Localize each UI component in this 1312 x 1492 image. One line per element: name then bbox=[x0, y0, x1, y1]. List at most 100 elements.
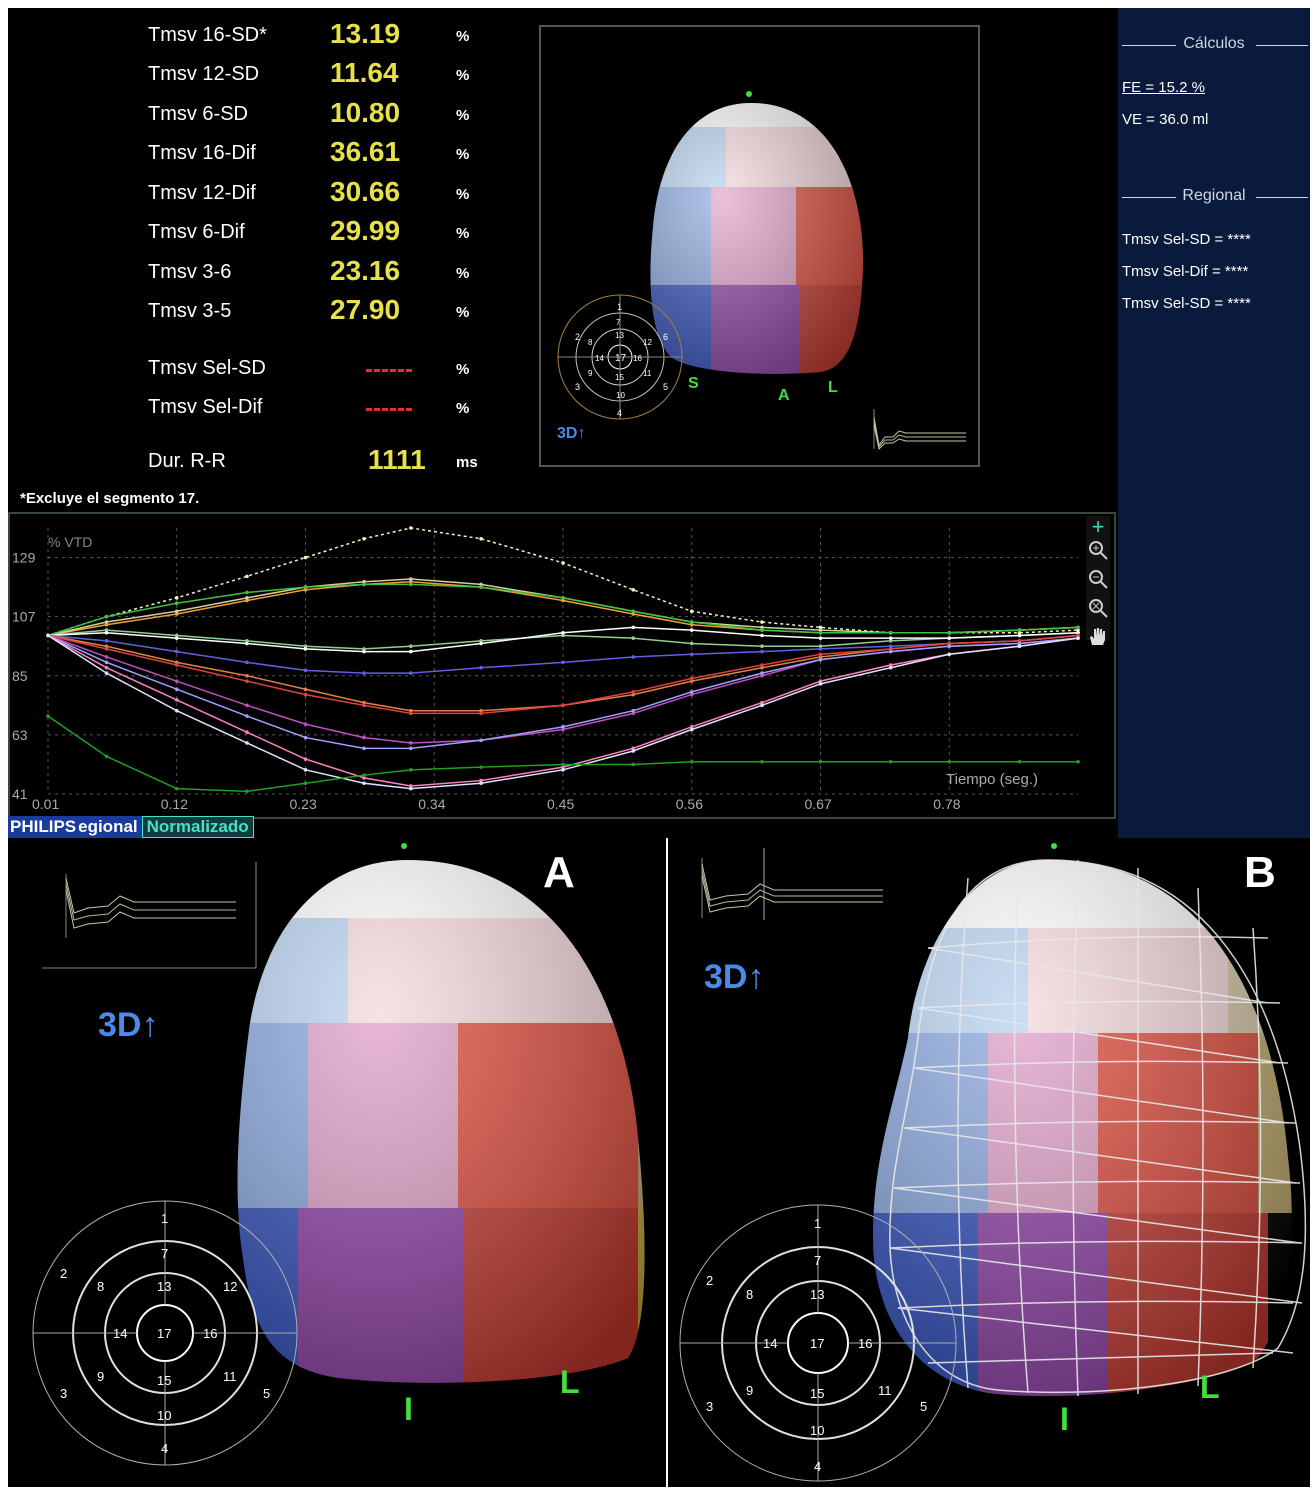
series-point bbox=[362, 647, 366, 651]
tab-regional[interactable]: egional bbox=[78, 816, 142, 838]
mode-label-3d-b: 3D↑ bbox=[704, 958, 764, 996]
bullseye-mini-seg-3: 3 bbox=[575, 382, 580, 392]
measurement-value: 29.99 bbox=[330, 215, 401, 246]
series-point bbox=[561, 598, 565, 603]
series-point bbox=[104, 665, 109, 670]
wireframe-mesh bbox=[889, 859, 1307, 1397]
measurement-unit: % bbox=[456, 304, 470, 321]
bullseye-b-seg-1: 1 bbox=[814, 1216, 821, 1231]
panel-b[interactable]: 3D↑ 1 2 3 4 5 7 8 9 10 11 13 14 15 16 17 bbox=[668, 838, 1310, 1487]
series-point bbox=[689, 679, 694, 683]
series-point bbox=[818, 636, 823, 640]
selected-label: Tmsv Sel-SD bbox=[148, 357, 266, 379]
zoom-out-icon[interactable] bbox=[1086, 567, 1110, 591]
sidebar: Cálculos FE = 15.2 % VE = 36.0 ml Region… bbox=[1118, 8, 1310, 838]
panel-a[interactable]: 3D↑ 1 2 3 4 5 7 8 9 10 11 12 13 14 15 16 bbox=[8, 838, 666, 1487]
series-point bbox=[888, 644, 893, 649]
series-point bbox=[1076, 636, 1080, 640]
series-point bbox=[561, 768, 565, 772]
bullseye-mini: 1 2 3 4 17 14 16 13 15 7 10 8 9 11 12 5 … bbox=[557, 294, 683, 420]
bullseye-mini-seg-1: 1 bbox=[617, 302, 622, 312]
series-point bbox=[174, 596, 179, 600]
fe-value[interactable]: FE = 15.2 % bbox=[1122, 79, 1205, 96]
x-tick-label: 0.78 bbox=[933, 796, 960, 812]
series-point bbox=[760, 759, 764, 764]
bullseye-a-seg-12: 12 bbox=[223, 1279, 237, 1294]
measurement-label: Tmsv 6-Dif bbox=[148, 221, 245, 243]
bullseye-a: 1 2 3 4 5 7 8 9 10 11 12 13 14 15 16 17 bbox=[32, 1200, 298, 1466]
series-point bbox=[174, 612, 179, 616]
series-point bbox=[104, 622, 109, 627]
viewer-3d[interactable]: 1 2 3 4 17 14 16 13 15 7 10 8 9 11 12 5 … bbox=[539, 25, 980, 467]
series-point bbox=[947, 636, 952, 640]
bullseye-a-seg-3: 3 bbox=[60, 1386, 67, 1401]
series-point bbox=[561, 703, 565, 708]
series-point bbox=[760, 649, 764, 654]
series-point bbox=[888, 649, 893, 654]
series-point bbox=[362, 536, 366, 541]
top-panel bbox=[8, 8, 1310, 838]
series-point bbox=[760, 703, 764, 708]
series-point bbox=[362, 746, 366, 751]
series-point bbox=[245, 641, 249, 646]
series-point bbox=[409, 582, 413, 587]
series-point bbox=[409, 784, 413, 788]
series-point bbox=[245, 679, 249, 683]
orient-label-l-a: L bbox=[560, 1364, 580, 1400]
orient-label-i-b: I bbox=[1060, 1401, 1069, 1437]
bullseye-b-seg-13: 13 bbox=[810, 1287, 824, 1302]
bullseye-b-seg-3: 3 bbox=[706, 1399, 713, 1414]
tab-normalized[interactable]: Normalizado bbox=[141, 816, 254, 838]
regional-section-header: Regional bbox=[1118, 187, 1310, 207]
series-point bbox=[409, 671, 413, 675]
x-tick-label: 0.01 bbox=[32, 796, 59, 812]
series-point bbox=[561, 727, 565, 732]
bullseye-mini-seg-6: 6 bbox=[663, 332, 668, 342]
series-point bbox=[362, 579, 366, 584]
zoom-reset-icon[interactable] bbox=[1086, 596, 1110, 620]
measurement-unit: % bbox=[456, 225, 470, 242]
series-point bbox=[174, 663, 179, 667]
x-tick-label: 0.34 bbox=[418, 796, 445, 812]
series-point bbox=[631, 711, 636, 716]
series-point bbox=[362, 700, 366, 705]
series-point bbox=[631, 609, 636, 614]
series-point bbox=[947, 759, 952, 764]
series-point bbox=[174, 660, 179, 665]
pan-hand-icon[interactable] bbox=[1086, 625, 1110, 649]
selected-label: Tmsv Sel-Dif bbox=[148, 396, 263, 418]
mode-label-3d-a: 3D↑ bbox=[98, 1006, 158, 1044]
series-point bbox=[174, 633, 179, 638]
measurement-value: 36.61 bbox=[330, 136, 401, 167]
series-point bbox=[818, 682, 823, 686]
series-point bbox=[561, 762, 565, 767]
series-point bbox=[104, 620, 109, 624]
measurement-unit: % bbox=[456, 67, 470, 84]
series-point bbox=[479, 582, 483, 587]
measurement-unit: % bbox=[456, 146, 470, 163]
zoom-in-icon[interactable] bbox=[1086, 538, 1110, 562]
series-point bbox=[561, 630, 565, 635]
series-point bbox=[760, 671, 764, 675]
series-point bbox=[689, 727, 694, 732]
series-point bbox=[888, 647, 893, 651]
series-point bbox=[1076, 625, 1080, 630]
series-point bbox=[303, 757, 308, 761]
series-point bbox=[561, 725, 565, 729]
measurement-value: 23.16 bbox=[330, 255, 401, 286]
y-tick-label: 41 bbox=[12, 786, 28, 802]
x-tick-label: 0.12 bbox=[161, 796, 188, 812]
bullseye-a-seg-17: 17 bbox=[157, 1326, 171, 1341]
volume-chart: 0.01 0.12 0.23 0.34 0.45 0.56 0.67 0.78 129 107 85… bbox=[8, 512, 1116, 819]
series-point bbox=[631, 749, 636, 753]
mode-label-3d: 3D↑ bbox=[557, 425, 586, 442]
bullseye-mini-seg-16: 16 bbox=[633, 354, 642, 363]
series-point bbox=[689, 725, 694, 729]
add-icon[interactable]: + bbox=[1091, 514, 1105, 539]
duration-value: 1111 bbox=[368, 444, 426, 475]
series-point bbox=[760, 644, 764, 649]
series-point bbox=[303, 644, 308, 649]
series-point bbox=[409, 708, 413, 713]
x-tick-label: 0.45 bbox=[547, 796, 574, 812]
bullseye-a-seg-11: 11 bbox=[223, 1369, 237, 1384]
